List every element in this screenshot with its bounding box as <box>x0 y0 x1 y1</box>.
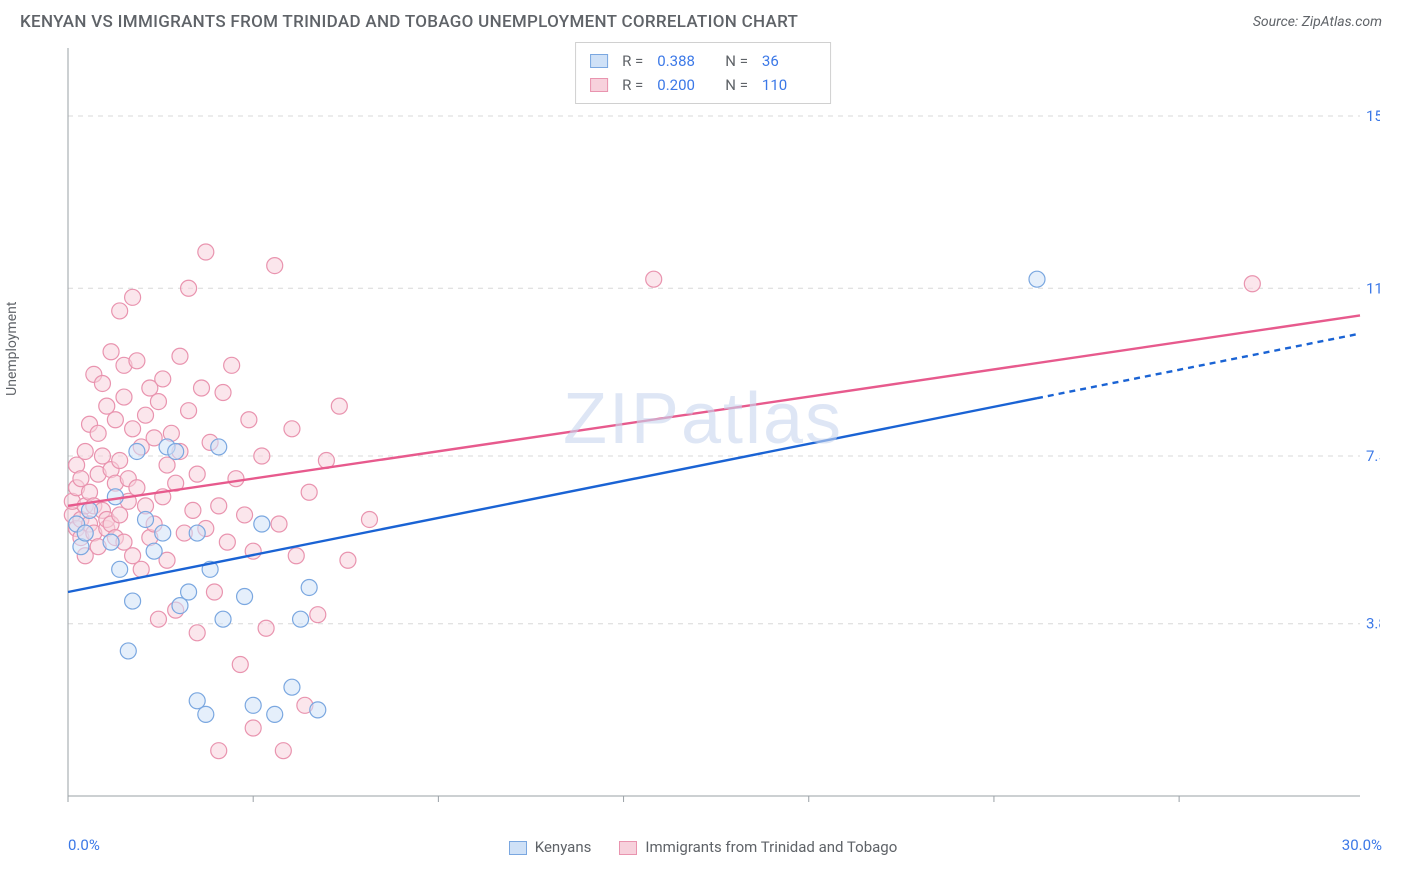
series-legend: KenyansImmigrants from Trinidad and Toba… <box>0 838 1406 856</box>
scatter-chart: 15.0% 11.2% 7.5% 3.8% <box>20 40 1380 830</box>
stats-legend: R =0.388 N =36 R =0.200 N =110 <box>575 42 831 104</box>
chart-container: Unemployment 15.0%11.2%7.5%3.8% ZIPatlas… <box>20 40 1386 830</box>
svg-text:15.0%: 15.0% <box>1366 107 1380 125</box>
svg-text:11.2%: 11.2% <box>1366 279 1380 297</box>
chart-title: KENYAN VS IMMIGRANTS FROM TRINIDAD AND T… <box>20 12 798 32</box>
x-min-label: 0.0% <box>68 836 100 854</box>
y-axis-label: Unemployment <box>4 302 20 396</box>
x-max-label: 30.0% <box>1342 836 1382 854</box>
svg-text:7.5%: 7.5% <box>1366 447 1380 465</box>
svg-text:3.8%: 3.8% <box>1366 615 1380 633</box>
source-label: Source: ZipAtlas.com <box>1253 14 1382 30</box>
